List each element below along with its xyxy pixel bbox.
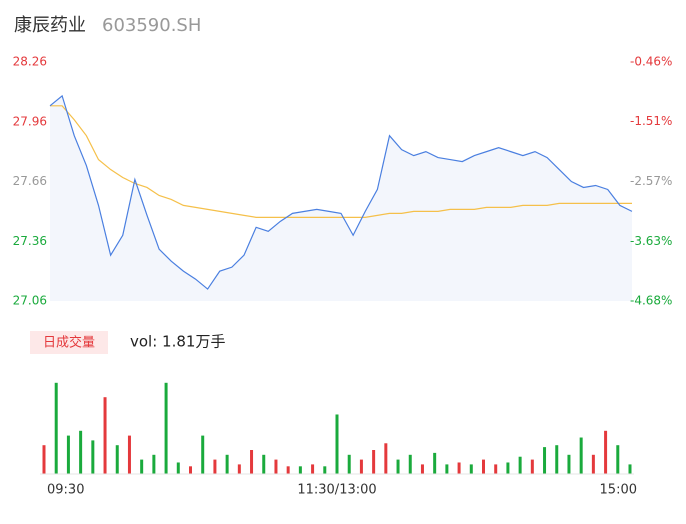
y2-tick-label: -2.57%: [630, 174, 672, 188]
volume-bar: [66, 435, 70, 474]
x-tick-label: 15:00: [600, 483, 637, 498]
volume-bar: [359, 459, 363, 474]
y-tick-label: 27.06: [13, 294, 47, 308]
volume-bar: [311, 464, 315, 474]
volume-bar: [518, 456, 522, 474]
volume-bar: [140, 459, 144, 474]
volume-bar: [42, 445, 46, 474]
stock-code: 603590.SH: [102, 15, 201, 36]
volume-bar: [54, 382, 58, 474]
volume-bar: [579, 437, 583, 474]
volume-bar: [420, 464, 424, 474]
volume-bar: [433, 452, 437, 474]
volume-bar: [604, 430, 608, 474]
volume-bar: [457, 462, 461, 474]
volume-bar: [408, 454, 412, 474]
volume-bar: [323, 466, 327, 474]
x-tick-label: 09:30: [47, 483, 84, 498]
y2-tick-label: -1.51%: [630, 114, 672, 128]
line-average: [50, 105, 632, 218]
y2-tick-label: -0.46%: [630, 55, 672, 69]
volume-bar: [225, 454, 229, 474]
volume-bar: [445, 464, 449, 474]
volume-bar: [213, 459, 217, 474]
volume-bar: [298, 466, 302, 474]
volume-label-bg: [30, 331, 108, 354]
volume-bar: [152, 454, 156, 474]
x-tick-label: 11:30/13:00: [297, 483, 376, 498]
volume-bar: [115, 445, 119, 474]
volume-bar: [91, 440, 95, 474]
y2-tick-label: -4.68%: [630, 294, 672, 308]
y-tick-label: 27.36: [13, 234, 47, 248]
volume-bar: [335, 414, 339, 474]
volume-summary: vol: 1.81万手: [130, 333, 225, 351]
volume-bar: [555, 445, 559, 474]
volume-bar: [176, 462, 180, 474]
stock-name: 康辰药业: [14, 15, 86, 36]
price-area: [50, 95, 632, 301]
y2-tick-label: -3.63%: [630, 234, 672, 248]
volume-bar: [567, 454, 571, 474]
volume-bar: [347, 454, 351, 474]
volume-bar: [127, 435, 131, 474]
volume-bar: [482, 459, 485, 474]
volume-bar: [201, 435, 205, 474]
y-tick-label: 28.26: [13, 55, 47, 69]
volume-bar: [79, 430, 83, 474]
volume-bar: [591, 454, 595, 474]
volume-bar: [628, 464, 632, 474]
volume-bar: [286, 466, 290, 474]
volume-bar: [372, 450, 376, 474]
line-price: [49, 94, 633, 290]
volume-bar: [530, 459, 534, 474]
volume-bar: [189, 466, 192, 474]
volume-bar: [543, 447, 547, 474]
y-tick-label: 27.66: [13, 174, 47, 188]
volume-bar: [274, 459, 278, 474]
y-tick-label: 27.96: [13, 114, 47, 128]
volume-bar: [262, 454, 266, 474]
volume-bar: [103, 397, 107, 474]
volume-bar: [616, 445, 620, 474]
volume-label: 日成交量: [43, 335, 95, 351]
volume-bar: [237, 464, 241, 474]
volume-bar: [384, 443, 388, 474]
volume-bar: [164, 382, 168, 474]
volume-bar: [396, 459, 400, 474]
volume-bar: [250, 450, 254, 474]
volume-bar: [494, 464, 498, 474]
volume-bar: [506, 462, 510, 474]
volume-bar: [469, 464, 473, 474]
